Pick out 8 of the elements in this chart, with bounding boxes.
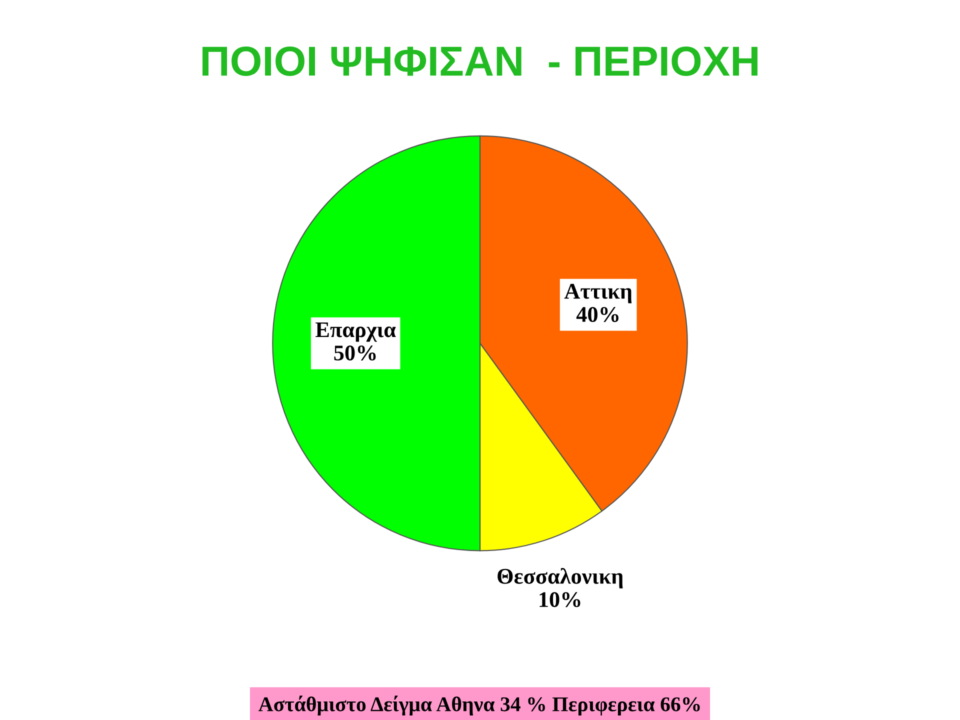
chart-title: ΠΟΙΟΙ ΨΗΦΙΣΑΝ - ΠΕΡΙΟΧΗ bbox=[202, 46, 758, 76]
slice-label: Επαρχια bbox=[316, 322, 396, 342]
data-label: 10% bbox=[540, 592, 580, 608]
slice-label: Αττικη bbox=[564, 284, 632, 304]
text: Αστάθμιστο Δείγμα Αθηνα 34 % Περιφερεια 66% bbox=[258, 696, 700, 716]
data-label: 40% bbox=[576, 307, 618, 322]
slice-label: Θεσσαλονικη bbox=[498, 568, 623, 588]
data-label: 50% bbox=[334, 345, 376, 361]
